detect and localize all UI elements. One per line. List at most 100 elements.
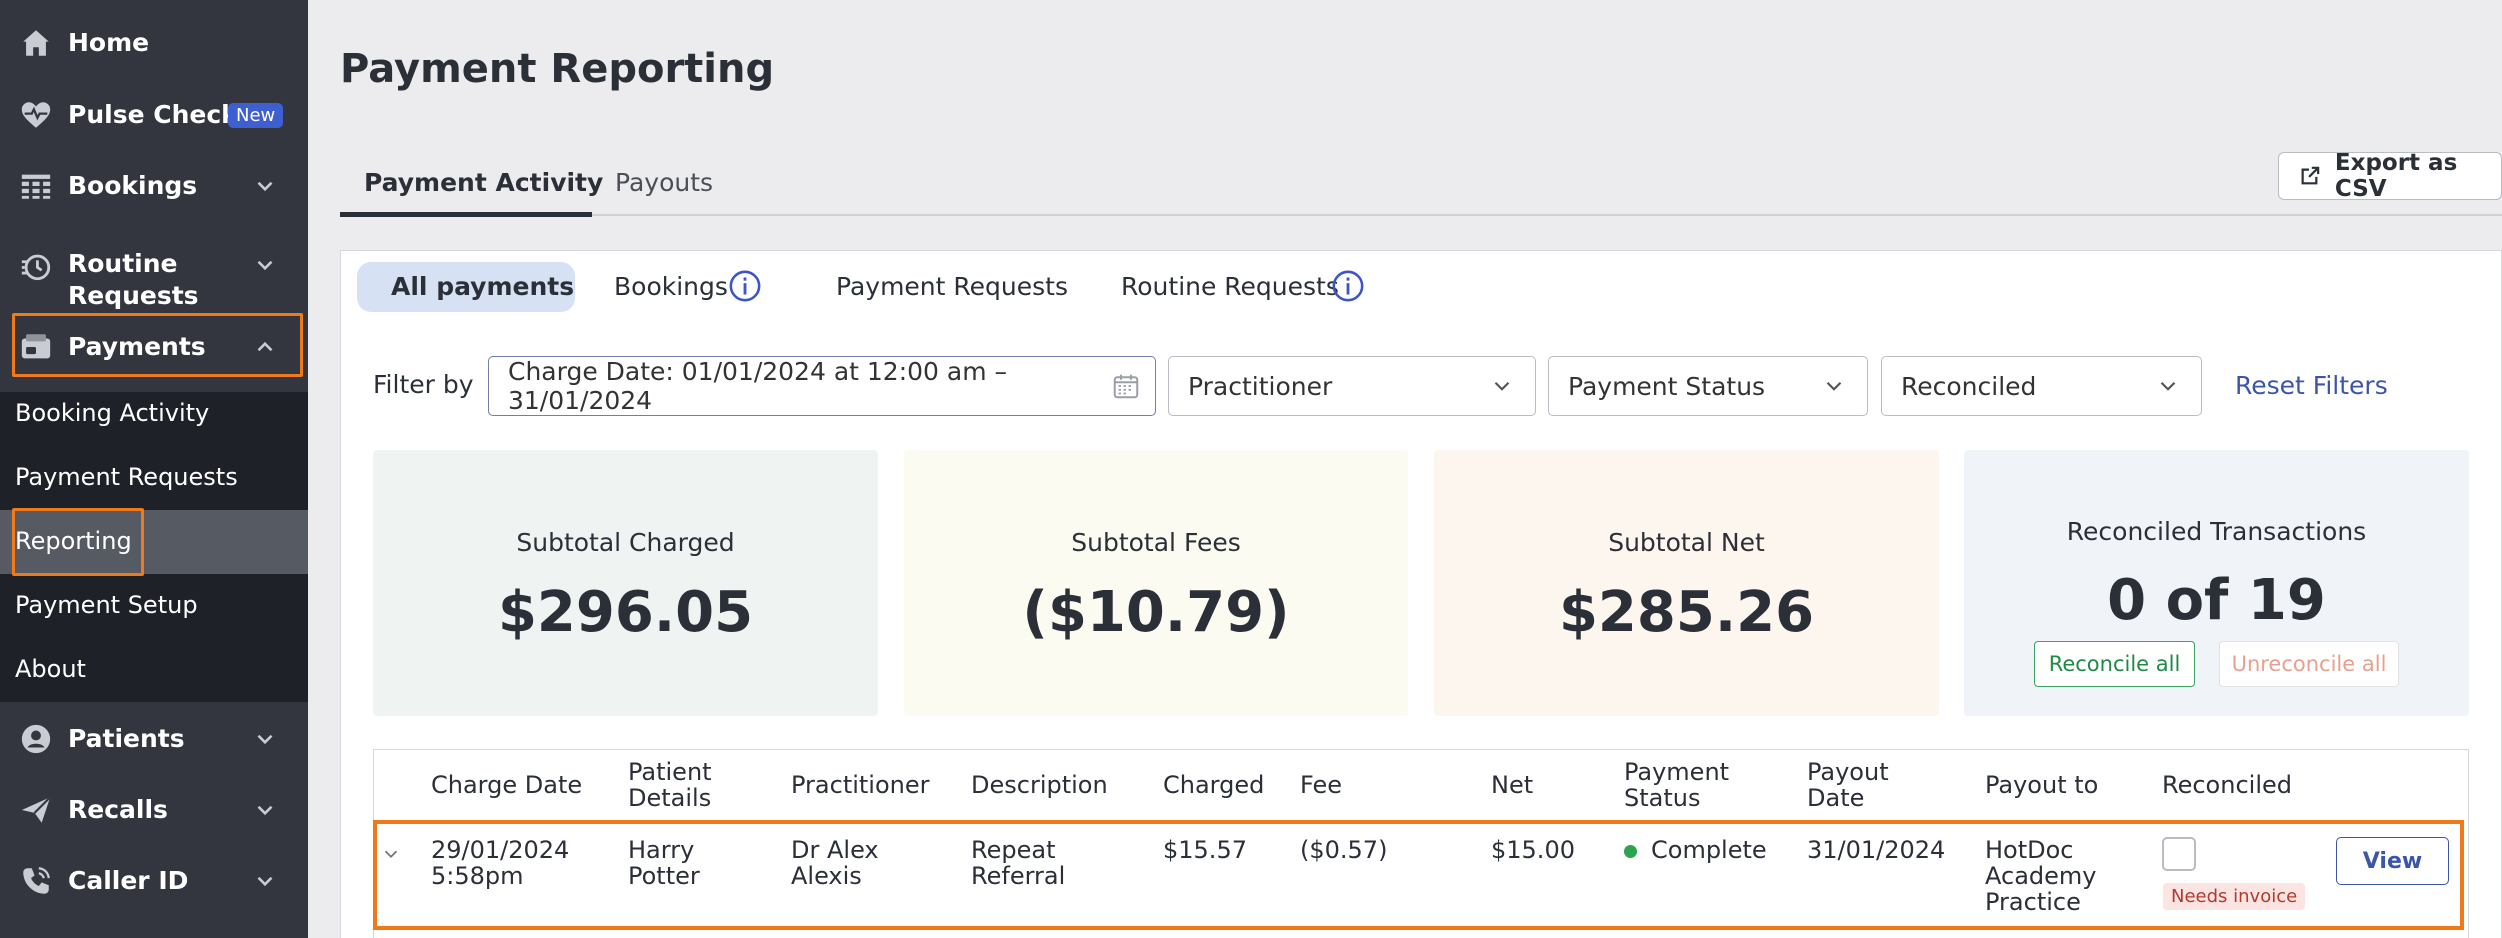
charge-date-filter[interactable]: Charge Date: 01/01/2024 at 12:00 am – 31…: [488, 356, 1156, 416]
nav-recalls-label: Recalls: [68, 795, 168, 824]
grid-table-icon: [18, 168, 54, 204]
chevron-down-icon[interactable]: [252, 173, 278, 199]
card-subtotal-charged: Subtotal Charged $296.05: [373, 450, 878, 716]
reconciled-filter[interactable]: Reconciled: [1881, 356, 2202, 416]
col-patient-details-1[interactable]: Patient: [628, 758, 712, 786]
chevron-down-icon[interactable]: [380, 843, 402, 865]
nav-recalls[interactable]: Recalls: [0, 794, 308, 826]
row-payment-status: Complete: [1624, 837, 1767, 863]
chevron-down-icon[interactable]: [252, 726, 278, 752]
reconciled-filter-value: Reconciled: [1901, 371, 2037, 401]
wallet-card-icon: [18, 329, 54, 365]
nav-routine-requests[interactable]: Routine Requests: [0, 248, 308, 310]
reconciled-checkbox[interactable]: [2162, 837, 2196, 871]
row-charged: $15.57: [1163, 836, 1247, 864]
nav-payments-label: Payments: [68, 332, 206, 361]
row-charge-date: 29/01/2024: [431, 836, 570, 864]
chevron-down-icon: [1826, 381, 1842, 391]
chevron-down-icon[interactable]: [252, 797, 278, 823]
routine-timer-icon: [18, 248, 54, 284]
subtab-routine-requests[interactable]: Routine Requests: [1121, 272, 1339, 301]
status-dot: [1624, 844, 1637, 858]
chevron-down-icon: [1494, 381, 1510, 391]
reconcile-all-button[interactable]: Reconcile all: [2034, 641, 2195, 687]
payment-status-filter[interactable]: Payment Status: [1548, 356, 1868, 416]
row-payout-date: 31/01/2024: [1807, 836, 1946, 864]
col-fee[interactable]: Fee: [1300, 771, 1343, 799]
row-patient-last: Potter: [628, 862, 700, 890]
export-csv-button[interactable]: Export as CSV: [2278, 150, 2502, 202]
tab-payouts[interactable]: Payouts: [615, 168, 714, 197]
active-tab-indicator: [340, 212, 592, 217]
submenu-about[interactable]: About: [15, 655, 86, 683]
submenu-payment-requests[interactable]: Payment Requests: [15, 463, 238, 491]
chevron-down-icon[interactable]: [252, 252, 278, 278]
chevron-down-icon[interactable]: [252, 868, 278, 894]
col-description[interactable]: Description: [971, 771, 1108, 799]
unreconcile-all-button[interactable]: Unreconcile all: [2219, 641, 2399, 687]
nav-bookings[interactable]: Bookings: [0, 170, 308, 202]
needs-invoice-badge: Needs invoice: [2163, 883, 2306, 910]
row-practitioner-2: Alexis: [791, 862, 862, 890]
subtab-payment-requests[interactable]: Payment Requests: [836, 272, 1068, 301]
row-charge-time: 5:58pm: [431, 862, 524, 890]
row-net: $15.00: [1491, 836, 1575, 864]
subtotal-charged-label: Subtotal Charged: [516, 528, 735, 557]
payment-status-filter-value: Payment Status: [1568, 371, 1766, 401]
submenu-reporting[interactable]: Reporting: [15, 527, 132, 555]
info-icon[interactable]: [728, 269, 762, 303]
paper-plane-icon: [18, 792, 54, 828]
subtotal-fees-label: Subtotal Fees: [1071, 528, 1241, 557]
filter-by-label: Filter by: [373, 370, 474, 399]
subtotal-fees-value: ($10.79): [1022, 580, 1290, 645]
active-submenu-bg: [0, 510, 308, 574]
chevron-up-icon[interactable]: [252, 334, 278, 360]
row-fee: ($0.57): [1300, 836, 1388, 864]
practitioner-filter[interactable]: Practitioner: [1168, 356, 1536, 416]
nav-pulse-check[interactable]: Pulse Check: [0, 99, 308, 131]
practitioner-filter-value: Practitioner: [1188, 371, 1333, 401]
calendar-icon: [1113, 374, 1139, 399]
row-payout-to-2: Academy: [1985, 862, 2097, 890]
home-icon: [18, 25, 54, 61]
new-badge: New: [228, 103, 284, 128]
row-practitioner-1: Dr Alex: [791, 836, 879, 864]
subtab-all-payments[interactable]: All payments: [391, 272, 575, 301]
col-charged[interactable]: Charged: [1163, 771, 1265, 799]
external-link-icon: [2301, 166, 2320, 185]
subtotal-net-value: $285.26: [1558, 580, 1815, 645]
nav-patients[interactable]: Patients: [0, 723, 308, 755]
col-net[interactable]: Net: [1491, 771, 1534, 799]
nav-routine-label-2: Requests: [68, 281, 199, 310]
nav-routine-label-1: Routine: [68, 249, 178, 278]
export-csv-label: Export as CSV: [2334, 150, 2458, 202]
reset-filters-link[interactable]: Reset Filters: [2235, 371, 2388, 400]
nav-payments[interactable]: Payments: [0, 331, 308, 363]
nav-home[interactable]: Home: [0, 27, 308, 59]
view-button[interactable]: View: [2336, 837, 2449, 885]
col-reconciled[interactable]: Reconciled: [2162, 771, 2292, 799]
col-charge-date[interactable]: Charge Date: [431, 771, 583, 799]
payments-highlight: [12, 313, 303, 377]
reconciled-transactions-value: 0 of 19: [2107, 568, 2326, 633]
card-subtotal-fees: Subtotal Fees ($10.79): [904, 450, 1408, 716]
col-practitioner[interactable]: Practitioner: [791, 771, 930, 799]
subtotal-charged-value: $296.05: [497, 580, 754, 645]
submenu-payment-setup[interactable]: Payment Setup: [15, 591, 198, 619]
col-patient-details-2[interactable]: Details: [628, 784, 712, 812]
table-row-highlight: [373, 820, 2464, 930]
col-payout-date-2[interactable]: Date: [1807, 784, 1865, 812]
info-icon[interactable]: [1331, 269, 1365, 303]
col-payout-date-1[interactable]: Payout: [1807, 758, 1889, 786]
submenu-booking-activity[interactable]: Booking Activity: [15, 399, 210, 427]
col-payment-status-2[interactable]: Status: [1624, 784, 1701, 812]
tab-payment-activity[interactable]: Payment Activity: [364, 168, 604, 197]
col-payment-status-1[interactable]: Payment: [1624, 758, 1730, 786]
subtab-bookings[interactable]: Bookings: [614, 272, 728, 301]
col-payout-to[interactable]: Payout to: [1985, 771, 2099, 799]
status-text: Complete: [1651, 836, 1767, 864]
nav-caller-id[interactable]: Caller ID: [0, 865, 308, 897]
row-description-2: Referral: [971, 862, 1066, 890]
user-circle-icon: [18, 721, 54, 757]
reporting-highlight: [12, 508, 144, 576]
